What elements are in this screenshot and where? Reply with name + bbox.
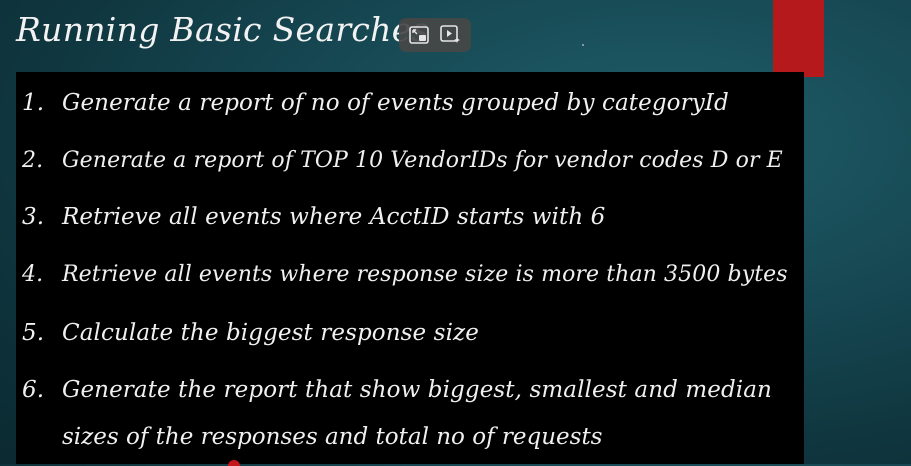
item-continuation: sizes of the responses and total no of r… [62,424,603,450]
background-speck [582,44,584,46]
list-item: 3. Retrieve all events where AcctID start… [22,204,605,230]
video-controls [399,18,471,52]
list-item: 2. Generate a report of TOP 10 VendorIDs … [22,148,783,173]
item-number: 3. [22,204,45,230]
item-number: 6. [22,377,45,403]
slide-title: Running Basic Searches [16,10,429,49]
list-item: 6. Generate the report that show biggest,… [22,377,772,403]
item-number: 1. [22,90,45,116]
red-dot-marker [228,460,240,466]
list-item: 5. Calculate the biggest response size [22,320,479,346]
item-text: Generate a report of TOP 10 VendorIDs fo… [62,148,783,173]
item-number: 4. [22,262,44,287]
content-box: 1. Generate a report of no of events grou… [16,72,804,464]
item-number: 2. [22,148,44,173]
item-text: Generate the report that show biggest, s… [62,377,772,403]
item-text: Calculate the biggest response size [62,320,479,346]
item-number: 5. [22,320,45,346]
picture-in-picture-icon[interactable] [407,23,431,47]
item-text: Retrieve all events where AcctID starts … [62,204,606,230]
video-assist-icon[interactable] [439,23,463,47]
list-item: 4. Retrieve all events where response siz… [22,262,788,287]
list-item: 1. Generate a report of no of events grou… [22,90,729,116]
red-accent-bar [773,0,824,77]
item-text: Retrieve all events where response size … [62,262,788,287]
item-text: Generate a report of no of events groupe… [62,90,729,116]
